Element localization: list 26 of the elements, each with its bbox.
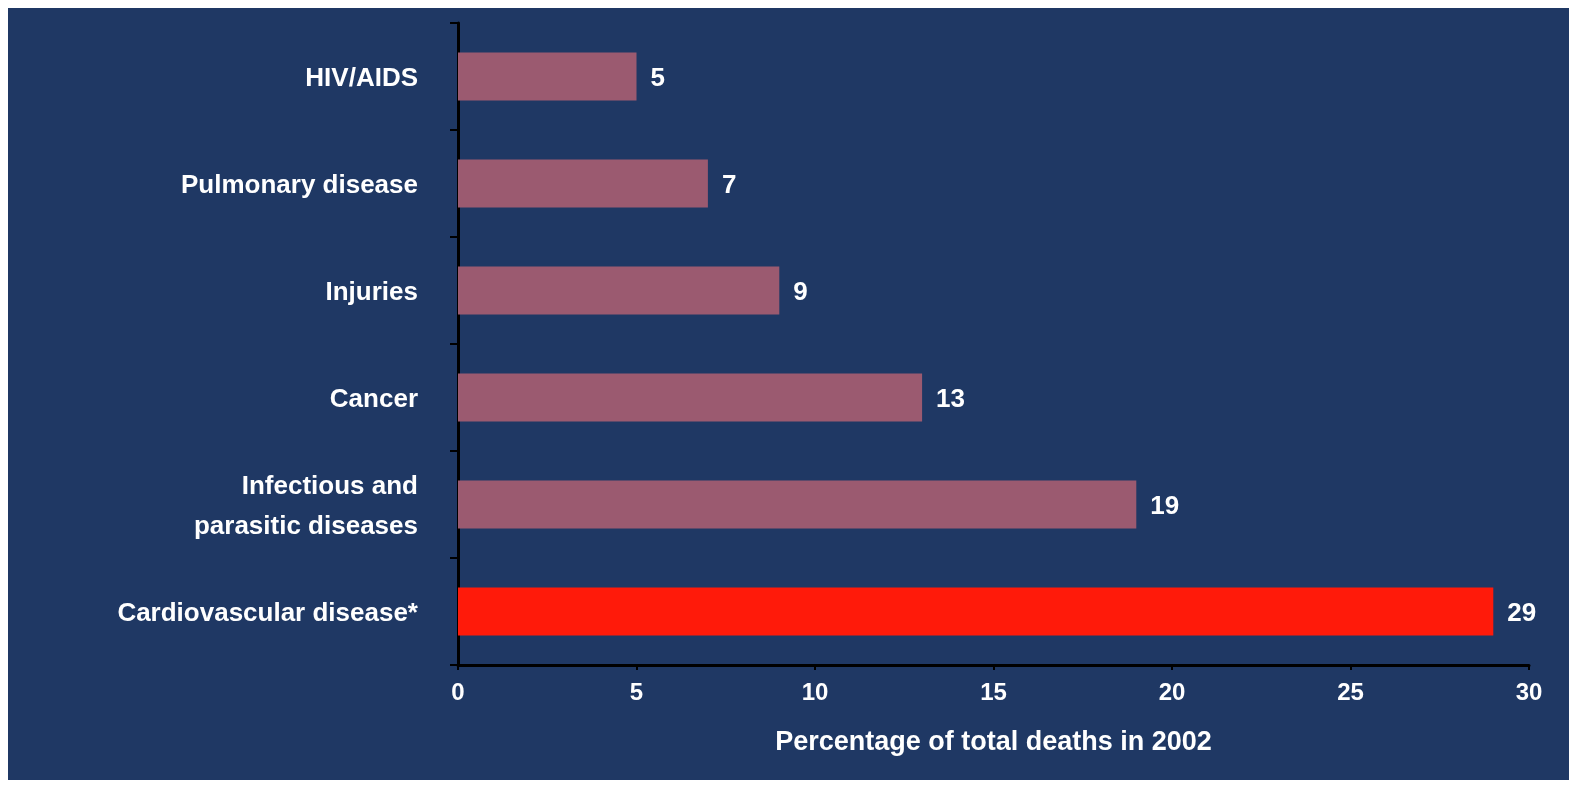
y-tick-label: Infectious and parasitic diseases <box>193 469 418 540</box>
x-tick-label: 10 <box>801 677 829 705</box>
x-tick-label: 30 <box>1515 677 1543 705</box>
x-tick-label: 20 <box>1158 677 1186 705</box>
x-tick-label: 15 <box>980 677 1007 705</box>
data-label: 19 <box>1150 489 1180 520</box>
bar <box>458 480 1137 529</box>
y-tick-label: Cardiovascular disease* <box>117 596 419 627</box>
data-label: 29 <box>1507 596 1537 627</box>
data-label: 9 <box>793 275 808 306</box>
y-tick-label: HIV/AIDS <box>305 61 418 92</box>
x-axis-title: Percentage of total deaths in 2002 <box>775 725 1212 756</box>
y-tick-label: Cancer <box>329 382 418 413</box>
y-tick-label: Pulmonary disease <box>181 168 418 199</box>
bar <box>458 52 637 101</box>
bar <box>458 159 708 208</box>
data-label: 7 <box>721 168 737 199</box>
y-tick-label: Injuries <box>325 275 418 306</box>
bar <box>458 587 1494 636</box>
bar <box>458 373 923 422</box>
x-tick-label: 25 <box>1337 677 1364 705</box>
x-tick-label: 0 <box>451 677 465 705</box>
bar <box>458 266 780 315</box>
x-tick-label: 5 <box>629 677 644 705</box>
data-label: 5 <box>650 61 665 92</box>
data-label: 13 <box>936 382 966 413</box>
